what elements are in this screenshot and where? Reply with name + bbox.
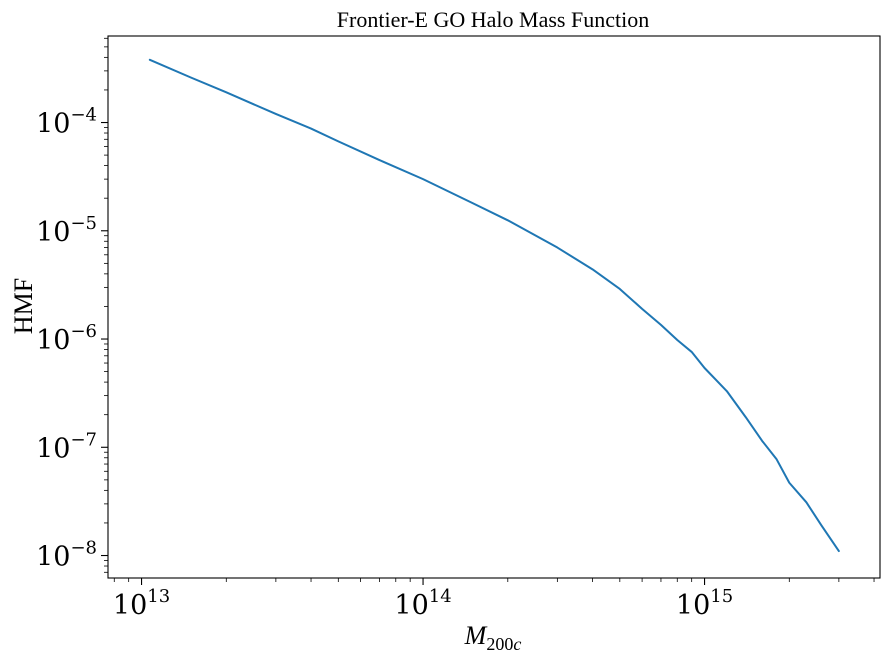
y-tick-label: 10−5	[36, 213, 97, 248]
series-line-0	[148, 58, 840, 553]
x-tick-label: 1015	[676, 586, 733, 621]
plot-area: 1013 1014 1015 10−8 10−7 10−6 10−5 10−4	[36, 35, 881, 621]
y-tick-label: 10−7	[36, 429, 97, 464]
y-tick-label: 10−8	[36, 538, 97, 573]
x-axis-label: M200c	[464, 621, 522, 654]
x-tick-label: 1013	[113, 586, 170, 621]
plot-frame	[107, 35, 881, 579]
chart-title: Frontier-E GO Halo Mass Function	[337, 7, 649, 32]
y-tick-label: 10−4	[36, 105, 97, 140]
y-tick-label: 10−6	[36, 321, 97, 356]
x-tick-label: 1014	[394, 586, 451, 621]
y-axis-label: HMF	[9, 278, 38, 334]
